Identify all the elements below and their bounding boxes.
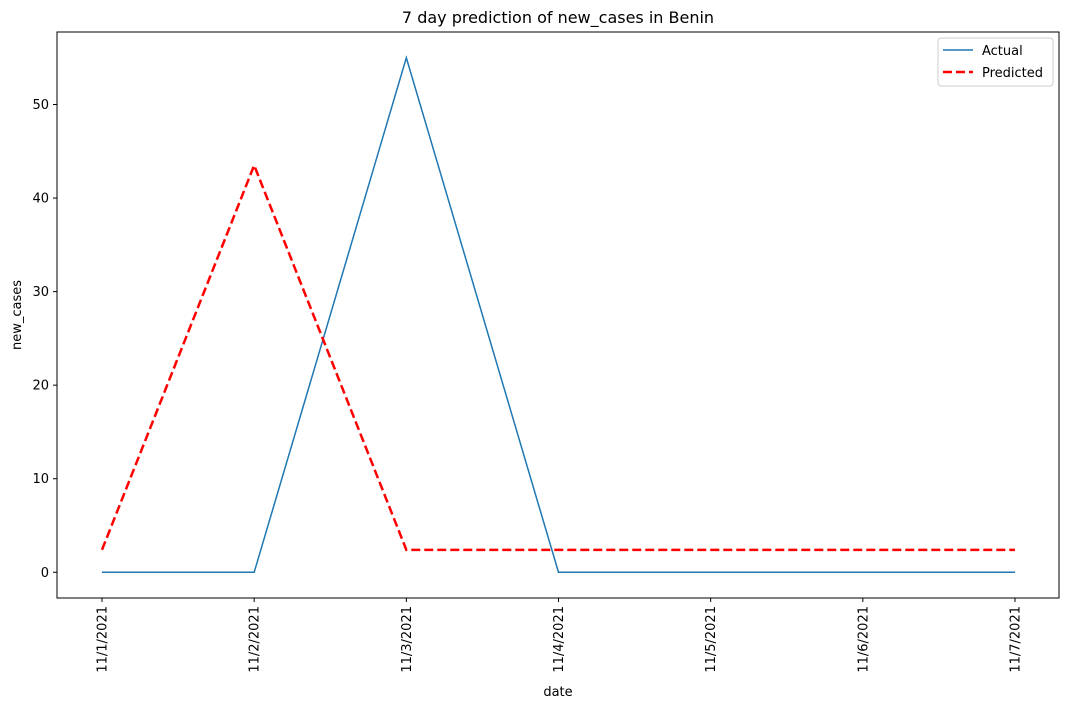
x-tick-label: 11/7/2021 <box>1009 606 1024 673</box>
y-tick-label: 40 <box>32 192 49 207</box>
series-layer <box>100 55 1015 574</box>
y-tick-label: 30 <box>32 285 49 300</box>
y-axis-label: new_cases <box>10 280 25 350</box>
legend-label-predicted: Predicted <box>982 66 1043 81</box>
legend-label-actual: Actual <box>982 44 1023 59</box>
legend: Actual Predicted <box>937 37 1054 87</box>
y-tick-label: 0 <box>41 566 49 581</box>
chart-title: 7 day prediction of new_cases in Benin <box>402 8 714 28</box>
x-tick-label: 11/3/2021 <box>400 606 415 673</box>
series-line-predicted <box>100 161 1015 552</box>
x-axis: 11/1/2021 11/2/2021 11/3/2021 11/4/2021 11/5… <box>96 598 1024 673</box>
series-line-actual <box>102 55 1015 574</box>
y-tick-label: 50 <box>32 98 49 113</box>
x-tick-label: 11/4/2021 <box>552 606 567 673</box>
x-axis-label: date <box>543 685 572 700</box>
x-tick-label: 11/2/2021 <box>248 606 263 673</box>
x-tick-label: 11/6/2021 <box>856 606 871 673</box>
y-tick-label: 10 <box>32 472 49 487</box>
y-axis: 0 10 20 30 40 50 <box>32 98 57 581</box>
x-tick-label: 11/5/2021 <box>704 606 719 673</box>
x-tick-label: 11/1/2021 <box>96 606 111 673</box>
y-tick-label: 20 <box>32 379 49 394</box>
plot-area <box>56 31 1060 599</box>
